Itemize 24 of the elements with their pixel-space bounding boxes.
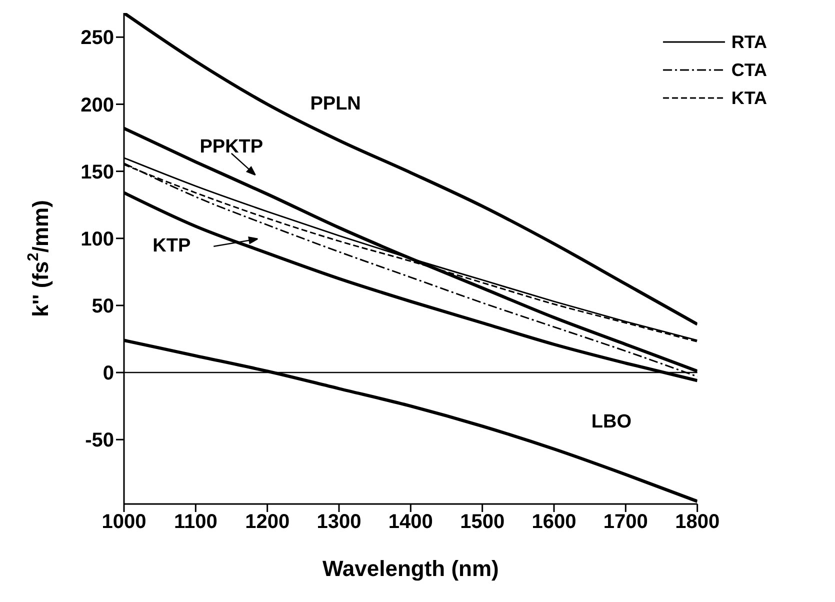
- y-tick-label: 150: [80, 161, 114, 184]
- annotation: PPLN: [310, 93, 361, 114]
- y-tick-label: 250: [80, 27, 114, 50]
- legend-label: RTA: [731, 32, 767, 52]
- x-tick-label: 1400: [388, 511, 433, 534]
- y-tick-label: 200: [80, 94, 114, 116]
- annotation: KTP: [152, 235, 191, 256]
- x-tick-label: 1600: [532, 511, 576, 534]
- y-tick-label: 50: [92, 296, 114, 318]
- x-tick-label: 1800: [675, 511, 720, 534]
- y-tick-label: 0: [102, 362, 114, 385]
- x-tick-label: 1700: [603, 511, 648, 534]
- legend-label: KTA: [731, 88, 767, 108]
- legend-label: CTA: [731, 60, 767, 80]
- x-tick-label: 1300: [316, 511, 362, 534]
- y-tick-label: 100: [80, 228, 114, 250]
- x-tick-label: 1100: [174, 511, 218, 534]
- annotation: LBO: [591, 411, 632, 432]
- x-tick-label: 1200: [245, 511, 290, 534]
- annotation: PPKTP: [200, 136, 264, 158]
- y-tick-label: -50: [85, 430, 114, 452]
- x-axis-title: Wavelength (nm): [322, 556, 499, 581]
- x-tick-label: 1000: [102, 511, 146, 534]
- x-tick-label: 1500: [460, 511, 505, 534]
